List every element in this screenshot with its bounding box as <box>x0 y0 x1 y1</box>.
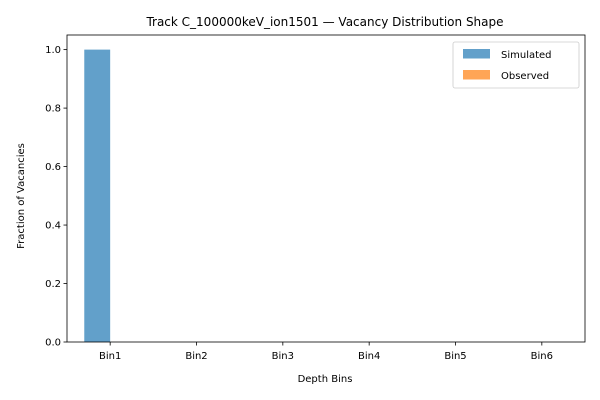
x-tick-label: Bin4 <box>358 351 380 362</box>
y-tick-label: 1.0 <box>45 45 61 56</box>
y-tick-label: 0.8 <box>45 104 61 115</box>
y-axis-label: Fraction of Vacancies <box>16 143 27 249</box>
y-tick-label: 0.4 <box>45 221 61 232</box>
x-tick-label: Bin1 <box>99 351 121 362</box>
bar-simulated-bin1 <box>84 49 111 342</box>
legend-swatch-observed <box>463 70 490 80</box>
x-axis-label: Depth Bins <box>298 374 353 385</box>
x-tick-label: Bin3 <box>272 351 294 362</box>
x-tick-label: Bin5 <box>444 351 466 362</box>
legend: Simulated Observed <box>452 41 580 89</box>
chart-title: Track C_100000keV_ion1501 — Vacancy Dist… <box>145 15 503 29</box>
y-tick-label: 0.6 <box>45 162 61 173</box>
y-tick-label: 0.2 <box>45 279 61 290</box>
legend-label-observed: Observed <box>501 71 549 82</box>
legend-label-simulated: Simulated <box>501 50 552 61</box>
x-tick-label: Bin6 <box>531 351 553 362</box>
x-tick-label: Bin2 <box>185 351 207 362</box>
legend-swatch-simulated <box>463 49 490 59</box>
y-tick-label: 0.0 <box>45 338 61 349</box>
axes-group: 0.0 0.2 0.4 0.6 0.8 1.0 Bin1 Bin2 Bin3 Bin4 Bin5 Bi… <box>45 34 586 362</box>
bars-group <box>84 49 111 342</box>
plot-frame <box>66 34 586 343</box>
